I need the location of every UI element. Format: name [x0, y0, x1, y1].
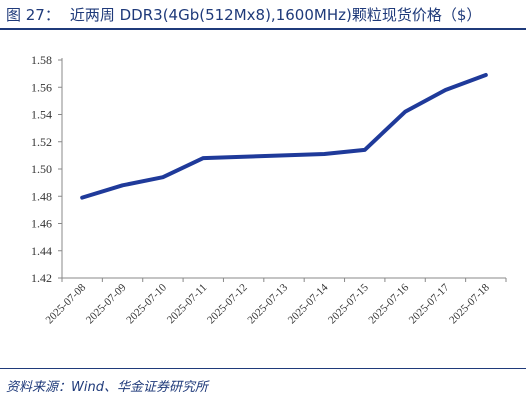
chart-area: 1.42 1.44 1.46 1.48 1.50 1.52 1.54 1.56 1.58 2025…	[0, 30, 526, 366]
x-tick-label: 2025-07-17	[407, 281, 452, 326]
series-line	[80, 72, 488, 200]
y-tick-label: 1.58	[31, 53, 52, 67]
figure-number: 图 27：	[6, 5, 60, 24]
y-tick-label: 1.42	[31, 271, 52, 285]
y-tick-label: 1.48	[31, 189, 52, 203]
x-tick-label: 2025-07-13	[245, 281, 290, 326]
x-tick-label: 2025-07-09	[84, 281, 129, 326]
x-tick-label: 2025-07-18	[447, 281, 492, 326]
x-tick-label: 2025-07-12	[205, 282, 250, 327]
x-tick-label: 2025-07-11	[165, 282, 209, 326]
x-tick-label: 2025-07-14	[286, 281, 331, 326]
x-tick-label: 2025-07-15	[326, 281, 371, 326]
y-tick-label: 1.52	[31, 135, 52, 149]
y-tick-label: 1.50	[31, 162, 52, 176]
x-tick-label: 2025-07-08	[44, 281, 89, 326]
x-tick-label: 2025-07-10	[124, 281, 169, 326]
x-tick-label: 2025-07-16	[366, 281, 411, 326]
y-tick-label: 1.56	[31, 80, 52, 94]
y-tick-label: 1.44	[31, 244, 52, 258]
line-chart: 1.42 1.44 1.46 1.48 1.50 1.52 1.54 1.56 1.58 2025…	[31, 53, 507, 327]
y-tick-label: 1.54	[31, 108, 52, 122]
figure-title-bar: 图 27： 近两周 DDR3(4Gb(512Mx8),1600MHz)颗粒现货价…	[0, 0, 526, 30]
chart-title: 近两周 DDR3(4Gb(512Mx8),1600MHz)颗粒现货价格（$）	[69, 5, 482, 24]
y-tick-label: 1.46	[31, 217, 52, 231]
source-note: 资料来源：Wind、华金证券研究所	[0, 368, 526, 400]
